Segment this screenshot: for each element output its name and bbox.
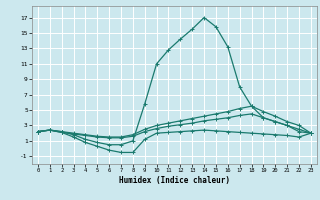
X-axis label: Humidex (Indice chaleur): Humidex (Indice chaleur): [119, 176, 230, 185]
